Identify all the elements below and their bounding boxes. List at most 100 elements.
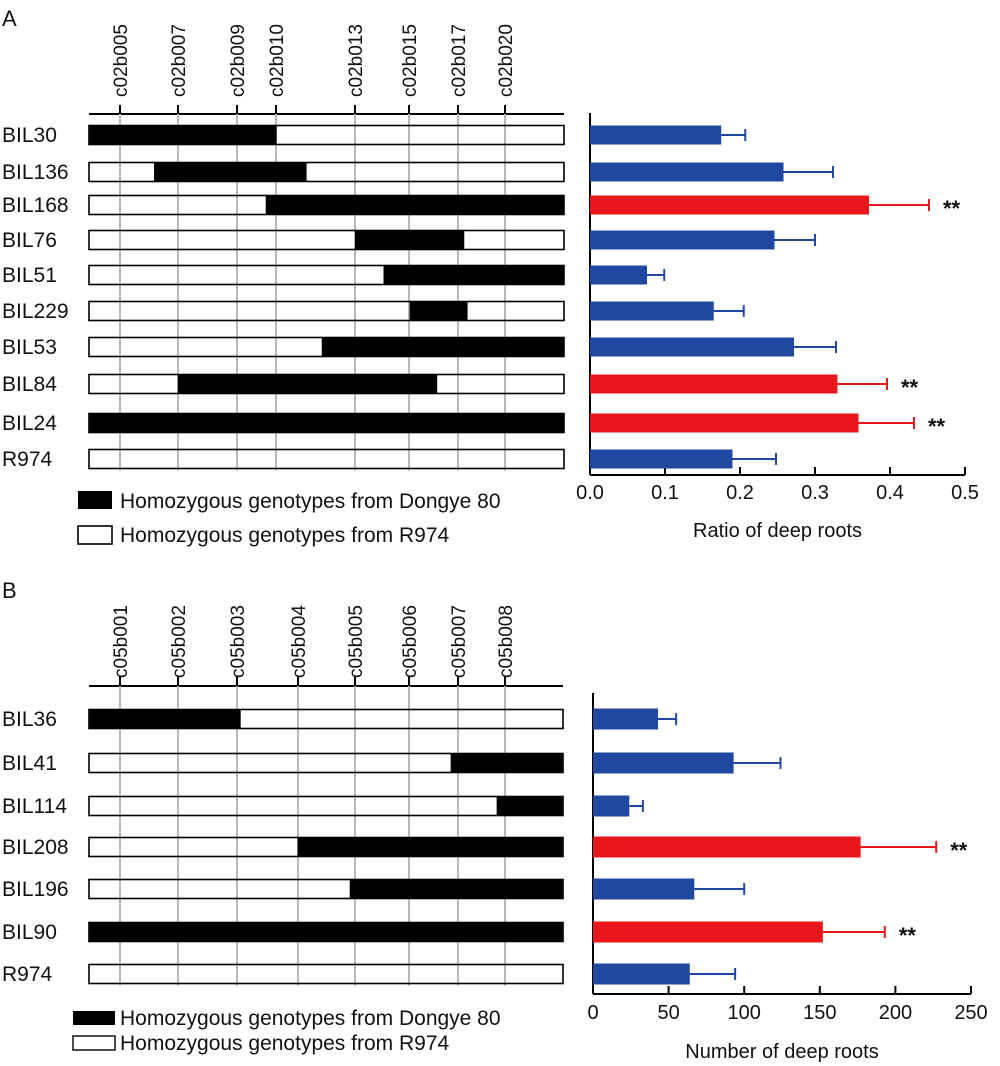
significance-label: ** — [928, 414, 946, 439]
bar — [590, 162, 784, 182]
line-label: BIL114 — [2, 795, 67, 818]
genotype-track — [88, 161, 565, 183]
line-label: BIL76 — [2, 229, 57, 252]
x-tick-label: 0.1 — [651, 482, 679, 504]
bar — [593, 836, 861, 858]
x-tick-label: 100 — [728, 1002, 761, 1024]
line-label: BIL229 — [2, 300, 69, 323]
marker-label: c05b008 — [496, 605, 517, 678]
donor-segment — [349, 879, 563, 899]
marker-label: c05b005 — [346, 605, 367, 678]
x-axis-title: Number of deep roots — [685, 1041, 878, 1063]
bar — [593, 752, 734, 774]
line-label: BIL196 — [2, 878, 69, 901]
bar — [590, 301, 714, 321]
bar — [593, 878, 695, 900]
panel-label-b: B — [2, 578, 17, 603]
legend-swatch-donor — [73, 1011, 115, 1025]
line-label: BIL84 — [2, 373, 57, 396]
donor-segment — [409, 301, 468, 321]
donor-segment — [177, 374, 438, 394]
genotype-track — [88, 229, 565, 251]
marker-label: c05b007 — [449, 605, 470, 678]
legend-donor-label: Homozygous genotypes from Dongye 80 — [120, 1007, 501, 1030]
legend-swatch-donor — [78, 491, 112, 509]
marker-label: c05b001 — [111, 605, 132, 678]
bar — [593, 708, 659, 730]
bar — [593, 795, 630, 817]
legend-donor-label: Homozygous genotypes from Dongye 80 — [120, 490, 501, 513]
bar — [590, 230, 775, 250]
donor-segment — [321, 337, 564, 357]
legend-b: Homozygous genotypes from Dongye 80 Homo… — [72, 1007, 501, 1055]
donor-segment — [89, 709, 241, 729]
line-label: BIL41 — [2, 752, 57, 775]
genotype-map-a: c02b005 c02b007 c02b009 c02b010 c02b013 c02b0… — [2, 24, 565, 471]
line-label: R974 — [2, 963, 53, 986]
donor-segment — [496, 796, 563, 816]
legend-swatch-recipient — [72, 1035, 116, 1051]
bar — [590, 195, 869, 215]
legend-a: Homozygous genotypes from Dongye 80 Homo… — [77, 490, 501, 547]
marker-label: c02b009 — [228, 24, 249, 97]
line-label: BIL24 — [2, 412, 57, 435]
bar — [590, 265, 647, 285]
bar — [590, 413, 859, 433]
legend-recipient-label: Homozygous genotypes from R974 — [120, 524, 449, 547]
line-label: R974 — [2, 448, 53, 471]
line-label: BIL30 — [2, 124, 57, 147]
marker-label: c02b013 — [346, 24, 367, 97]
bar — [590, 449, 733, 469]
x-tick-label: 50 — [657, 1002, 679, 1024]
line-label: BIL51 — [2, 264, 57, 287]
bar — [593, 963, 690, 985]
bar — [593, 921, 823, 943]
marker-label: c02b015 — [400, 24, 421, 97]
legend-swatch-recipient — [77, 525, 113, 545]
x-tick-label: 0.2 — [726, 482, 754, 504]
bar — [590, 374, 838, 394]
significance-label: ** — [901, 375, 919, 400]
marker-label: c05b004 — [289, 605, 310, 678]
marker-label: c05b003 — [228, 605, 249, 678]
marker-label: c05b002 — [169, 605, 190, 678]
significance-label: ** — [899, 923, 917, 948]
significance-label: ** — [943, 196, 961, 221]
line-label: BIL168 — [2, 194, 69, 217]
donor-segment — [383, 265, 564, 285]
marker-label: c02b020 — [496, 24, 517, 97]
significance-label: ** — [950, 838, 968, 863]
legend-recipient-label: Homozygous genotypes from R974 — [120, 1032, 449, 1055]
marker-label: c02b005 — [111, 24, 132, 97]
genotype-map-b: c05b001 c05b002 c05b003 c05b004 c05b005 c05b0… — [2, 605, 564, 986]
x-tick-label: 0.5 — [951, 482, 979, 504]
marker-label: c02b017 — [449, 24, 470, 97]
panel-label-a: A — [2, 6, 17, 31]
marker-label: c02b010 — [267, 24, 288, 97]
genotype-track — [88, 795, 564, 817]
line-label: BIL90 — [2, 921, 57, 944]
donor-segment — [89, 922, 563, 942]
donor-segment — [89, 413, 564, 433]
donor-segment — [355, 230, 465, 250]
bar-chart-b: 0 50 100 150 200 250 Number of deep roots ** ** — [587, 693, 988, 1063]
genotype-track — [88, 963, 564, 985]
x-tick-label: 0 — [587, 1002, 598, 1024]
x-tick-label: 200 — [879, 1002, 912, 1024]
bar-chart-a: 0.0 0.1 0.2 0.3 0.4 0.5 Ratio of deep roots ** *… — [576, 113, 979, 542]
x-tick-label: 0.0 — [576, 482, 604, 504]
genotype-track — [88, 448, 565, 470]
x-tick-label: 0.4 — [876, 482, 904, 504]
x-tick-label: 0.3 — [801, 482, 829, 504]
donor-segment — [89, 125, 277, 145]
donor-segment — [265, 195, 564, 215]
x-tick-label: 250 — [954, 1002, 987, 1024]
bar — [590, 125, 722, 145]
line-label: BIL136 — [2, 161, 69, 184]
donor-segment — [154, 162, 307, 182]
bar — [590, 337, 794, 357]
line-label: BIL36 — [2, 708, 57, 731]
line-label: BIL208 — [2, 836, 69, 859]
x-axis-title: Ratio of deep roots — [693, 520, 862, 542]
